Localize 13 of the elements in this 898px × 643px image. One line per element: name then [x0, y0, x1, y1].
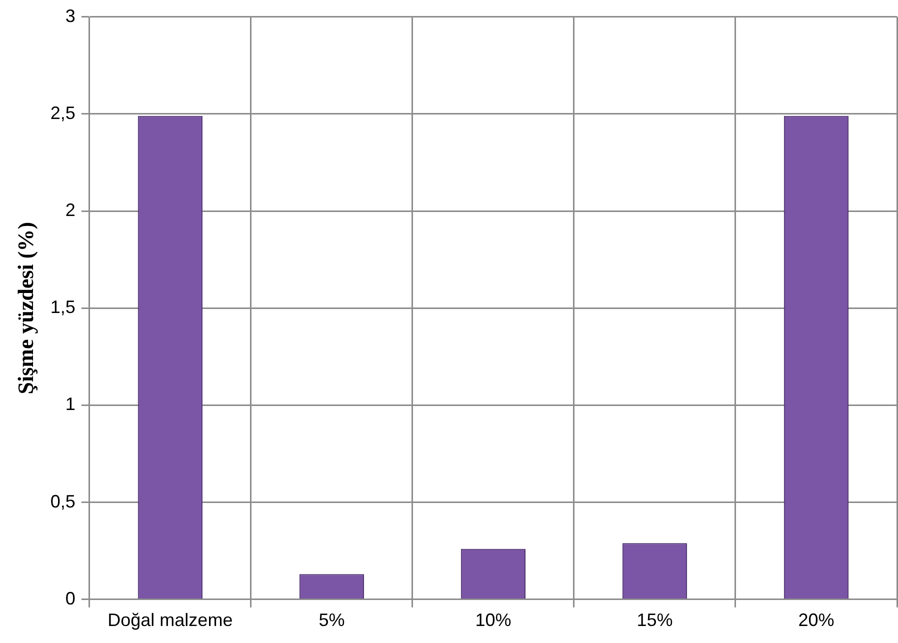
y-tick-label: 1,5	[50, 297, 76, 318]
y-tick-label: 3	[65, 6, 76, 26]
y-tick-label: 1	[65, 394, 76, 414]
y-tick-label: 2	[65, 200, 76, 220]
y-tick-label: 0,5	[50, 491, 76, 512]
x-tick-label: 5%	[318, 610, 345, 630]
x-tick-label: 10%	[475, 610, 512, 630]
y-tick-label: 0	[65, 588, 76, 608]
y-tick-label: 2,5	[50, 102, 76, 123]
x-tick-label: 15%	[636, 610, 673, 630]
y-axis-title: Şişme yüzdesi (%)	[12, 222, 38, 394]
x-tick-label: Doğal malzeme	[108, 610, 233, 630]
x-tick-label: 20%	[798, 610, 834, 630]
